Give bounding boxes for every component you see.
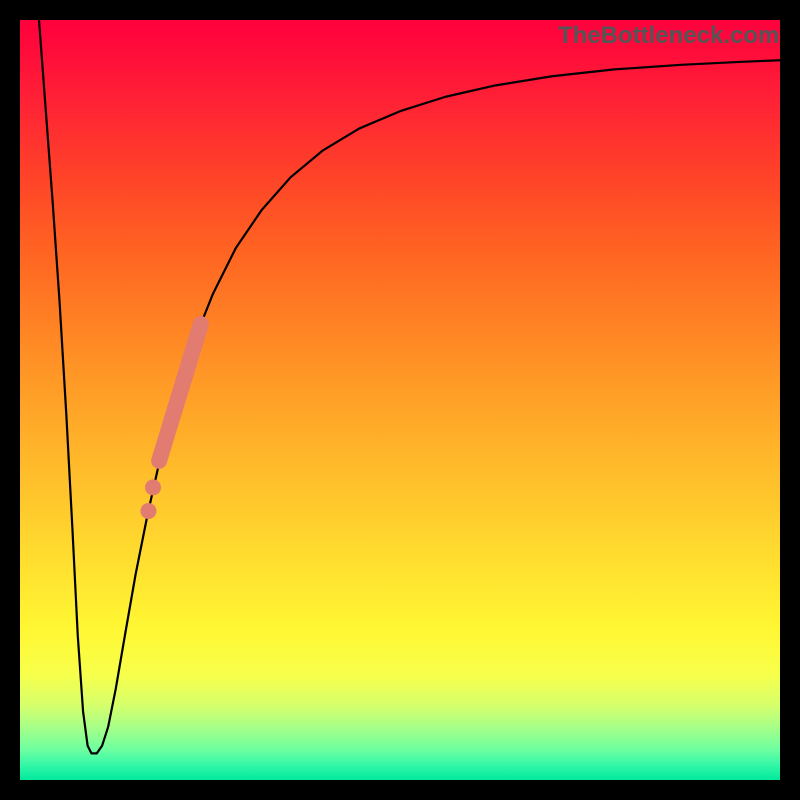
plot-background-svg: [0, 0, 800, 800]
chart-container: TheBottleneck.com: [0, 0, 800, 800]
gradient-plot-area: [20, 20, 780, 780]
watermark-text: TheBottleneck.com: [558, 22, 779, 50]
